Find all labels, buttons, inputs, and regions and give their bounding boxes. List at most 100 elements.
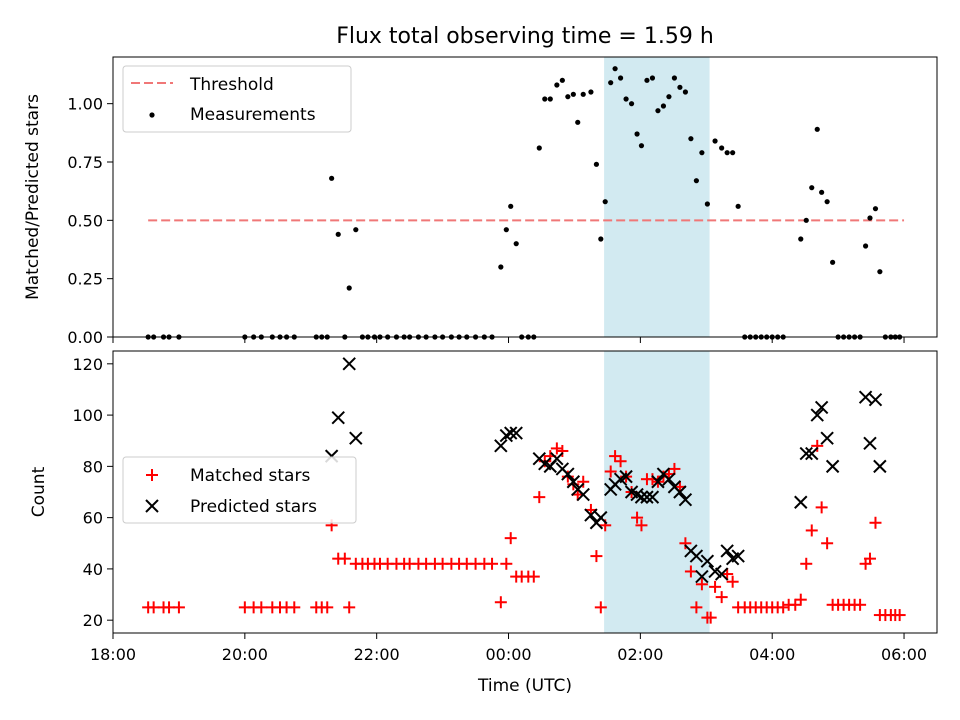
measurement-point <box>824 199 830 205</box>
measurement-point <box>682 89 689 95</box>
measurement-point <box>830 259 836 265</box>
observing-span <box>604 57 710 337</box>
bottom-y-tick-label: 40 <box>83 560 103 579</box>
matched-star-point <box>821 537 834 550</box>
x-tick-label: 20:00 <box>222 645 268 664</box>
measurement-point <box>803 217 809 223</box>
predicted-star-point <box>863 436 877 450</box>
predicted-star-point <box>868 393 883 407</box>
measurement-point <box>699 150 705 156</box>
measurement-point <box>353 227 359 233</box>
matched-star-point <box>777 601 790 614</box>
bottom-y-tick-label: 120 <box>72 355 103 374</box>
matched-star-point <box>811 439 824 452</box>
predicted-star-point <box>576 487 590 502</box>
measurement-point <box>602 199 608 205</box>
predicted-star-point <box>619 469 633 484</box>
legend-matched-label: Matched stars <box>190 466 310 486</box>
predicted-star-point <box>504 426 518 440</box>
measurement-point <box>819 189 825 195</box>
measurement-point <box>346 285 352 291</box>
measurement-point <box>688 136 694 142</box>
predicted-star-point <box>678 492 693 507</box>
predicted-star-point <box>714 567 729 581</box>
x-tick-label: 02:00 <box>617 645 663 664</box>
measurement-point <box>735 203 741 209</box>
measurement-point <box>677 84 683 90</box>
measurement-point <box>612 66 618 72</box>
measurement-point <box>644 77 650 83</box>
matched-star-point <box>590 550 603 563</box>
measurement-point <box>559 77 565 83</box>
measurement-point <box>503 227 509 233</box>
matched-star-point <box>556 444 569 457</box>
matched-star-point <box>604 465 617 478</box>
matched-star-point <box>486 557 499 570</box>
measurement-point <box>623 96 629 102</box>
top-y-tick-label: 0.00 <box>67 328 103 347</box>
matched-star-point <box>863 552 876 565</box>
top-legend: Threshold Measurements <box>122 65 352 133</box>
matched-star-point <box>494 596 507 609</box>
measurement-point <box>617 75 624 81</box>
top-y-tick-label: 0.50 <box>67 211 103 230</box>
matched-star-point <box>338 552 351 565</box>
predicted-star-point <box>342 357 356 371</box>
measurement-point <box>570 91 576 97</box>
matched-star-point <box>500 557 513 570</box>
matched-star-point <box>635 519 648 532</box>
measurement-point <box>649 75 656 81</box>
predicted-star-point <box>689 549 704 563</box>
measurement-point <box>730 150 736 156</box>
predicted-star-point <box>820 431 834 445</box>
matched-star-point <box>794 593 807 606</box>
x-tick-label: 06:00 <box>881 645 927 664</box>
bottom-y-tick-label: 100 <box>72 406 103 425</box>
measurement-point <box>724 150 730 156</box>
matched-star-point <box>726 575 739 588</box>
top-legend-box <box>122 65 352 133</box>
predicted-star-point <box>349 431 363 445</box>
measurement-point <box>498 264 504 270</box>
measurement-point <box>660 103 667 109</box>
predicted-star-point <box>873 459 887 474</box>
measurement-point <box>719 145 725 151</box>
measurement-point <box>704 201 710 207</box>
predicted-star-point <box>651 475 665 489</box>
predicted-star-point <box>550 451 564 466</box>
measurement-point <box>712 138 718 144</box>
bottom-y-tick-label: 80 <box>83 457 103 476</box>
measurement-point <box>513 241 519 247</box>
measurement-point <box>867 215 873 221</box>
measurement-point <box>536 145 542 151</box>
predicted-star-point <box>794 495 808 509</box>
bottom-panel: 20 40 60 80 100 120 18:00 20:00 22:00 00:00 02:00 0… <box>29 350 938 696</box>
bottom-y-tick-label: 60 <box>83 509 103 528</box>
chart-title: Flux total observing time = 1.59 h <box>336 24 714 49</box>
measurement-point <box>598 236 604 242</box>
x-tick-label: 00:00 <box>485 645 531 664</box>
predicted-star-point <box>805 446 819 461</box>
predicted-star-point <box>662 472 676 486</box>
measurement-point <box>666 94 672 100</box>
bottom-legend: Matched stars Predicted stars <box>122 456 357 524</box>
matched-star-point <box>609 450 622 463</box>
matched-star-point <box>504 532 517 545</box>
top-plot-frame <box>112 56 938 338</box>
matched-star-point <box>805 524 818 537</box>
matched-star-point <box>695 578 708 591</box>
matched-star-point <box>594 601 607 614</box>
predicted-star-point <box>494 439 508 453</box>
measurement-point <box>809 185 815 191</box>
measurement-point <box>580 91 586 97</box>
x-tick-label: 04:00 <box>749 645 795 664</box>
measurement-point <box>877 269 883 275</box>
measurement-point <box>634 131 640 137</box>
measurement-point <box>547 96 553 102</box>
predicted-star-point <box>634 490 649 504</box>
matched-star-point <box>172 601 185 614</box>
measurement-point <box>628 101 635 107</box>
matched-star-point <box>709 580 722 593</box>
top-y-axis-label: Matched/Predicted stars <box>23 94 43 300</box>
measurement-point <box>593 161 600 167</box>
